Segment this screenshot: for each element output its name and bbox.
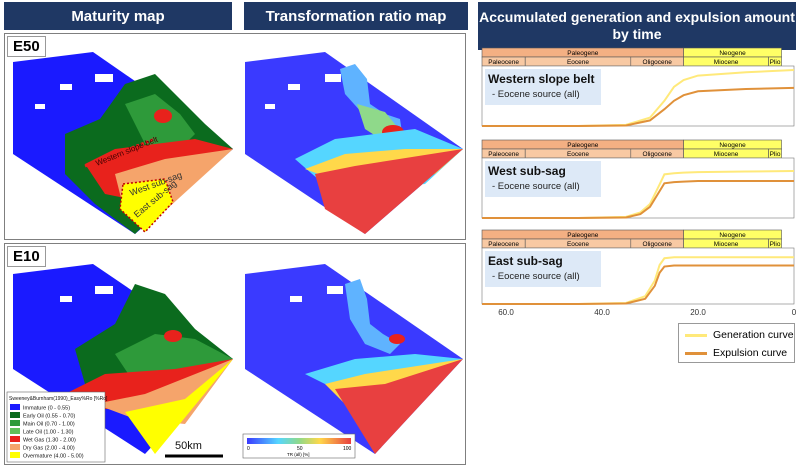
expulsion-curve — [482, 180, 794, 219]
axis-tick-label: 40.0 — [594, 308, 610, 317]
legend-swatch — [10, 428, 20, 434]
epoch-label: Eocene — [567, 151, 589, 158]
era-label: Paleogene — [567, 142, 598, 149]
legend-swatch — [10, 412, 20, 418]
epoch-label: Plio — [770, 151, 781, 158]
chart-title: Western slope belt — [488, 72, 594, 86]
epoch-label: Eocene — [567, 241, 589, 248]
epoch-label: Paleocene — [488, 241, 519, 248]
legend-swatch — [10, 452, 20, 458]
epoch-label: Oligocene — [643, 151, 673, 158]
timeline-chart: Paleogene Neogene Paleocene Eocene Oligocene… — [481, 139, 795, 219]
timeline-chart: Paleogene Neogene Paleocene Eocene Oligocene… — [481, 229, 795, 305]
expulsion-swatch — [685, 351, 707, 355]
chart-subtitle: - Eocene source (all) — [492, 181, 580, 192]
tr-tick-100: 100 — [343, 446, 352, 452]
chart-subtitle: - Eocene source (all) — [492, 89, 580, 100]
transformation-ratio-header: Transformation ratio map — [244, 2, 468, 30]
e10-maturity-map: Sweeney&Burnham(1990)_Easy%Ro [%Ro] Imma… — [6, 264, 233, 463]
maturity-legend: Sweeney&Burnham(1990)_Easy%Ro [%Ro] Imma… — [6, 391, 108, 463]
e50-tr-map — [245, 52, 463, 234]
era-label: Neogene — [719, 50, 746, 57]
legend-item-label: Early Oil (0.55 - 0.70) — [23, 414, 75, 420]
legend-title: Sweeney&Burnham(1990)_Easy%Ro [%Ro] — [9, 396, 108, 402]
epoch-label: Eocene — [567, 59, 589, 66]
epoch-label: Plio — [770, 59, 781, 66]
legend-swatch — [10, 436, 20, 442]
e10-tr-map: 0 50 100 TR (all) [%] — [242, 264, 463, 459]
epoch-label: Miocene — [714, 59, 739, 66]
axis-tick-label: 0 — [792, 308, 797, 317]
chart-title-box — [485, 69, 601, 105]
expulsion-curve — [482, 86, 795, 127]
legend-swatch — [10, 420, 20, 426]
era-label: Neogene — [719, 142, 746, 149]
generation-swatch — [685, 333, 707, 337]
timeline-chart: Paleogene Neogene Paleocene Eocene Oligocene… — [481, 47, 795, 127]
chart-title-box — [485, 161, 601, 197]
e50-panel: West sub-sag East sub-sag Western slope … — [4, 33, 466, 240]
epoch-label: Paleocene — [488, 59, 519, 66]
legend-item-label: Wet Gas (1.30 - 2.00) — [23, 438, 76, 444]
legend-swatch — [10, 444, 20, 450]
epoch-label: Plio — [770, 241, 781, 248]
e10-panel: Sweeney&Burnham(1990)_Easy%Ro [%Ro] Imma… — [4, 243, 466, 465]
epoch-label: Oligocene — [643, 59, 673, 66]
tr-tick-0: 0 — [247, 446, 250, 452]
tr-legend: 0 50 100 TR (all) [%] — [242, 433, 356, 459]
curve-legend: Generation curve Expulsion curve — [678, 323, 795, 363]
legend-item-label: Overmature (4.00 - 5.00) — [23, 454, 84, 460]
chart-subtitle: - Eocene source (all) — [492, 271, 580, 282]
expulsion-legend-label: Expulsion curve — [713, 347, 788, 359]
accumulated-header: Accumulated generation and expulsion amo… — [478, 2, 796, 50]
expulsion-curve — [482, 264, 794, 305]
legend-swatch — [10, 404, 20, 410]
chart-title: East sub-sag — [488, 254, 563, 268]
scale-label: 50km — [175, 440, 202, 452]
maturity-map-header: Maturity map — [4, 2, 232, 30]
e10-label: E10 — [7, 246, 46, 267]
epoch-label: Paleocene — [488, 151, 519, 158]
legend-item-label: Main Oil (0.70 - 1.00) — [23, 422, 75, 428]
axis-tick-label: 60.0 — [498, 308, 514, 317]
era-label: Paleogene — [567, 50, 598, 57]
era-label: Paleogene — [567, 232, 598, 239]
generation-legend-label: Generation curve — [713, 329, 794, 341]
epoch-label: Miocene — [714, 241, 739, 248]
e50-maps: West sub-sag East sub-sag Western slope … — [13, 52, 463, 234]
chart-title-box — [485, 251, 601, 287]
legend-item-label: Dry Gas (2.00 - 4.00) — [23, 446, 75, 452]
epoch-label: Miocene — [714, 151, 739, 158]
chart-title: West sub-sag — [488, 164, 566, 178]
tr-unit: TR (all) [%] — [287, 452, 310, 457]
epoch-label: Oligocene — [643, 241, 673, 248]
e10-maps: Sweeney&Burnham(1990)_Easy%Ro [%Ro] Imma… — [6, 264, 463, 463]
tr-tick-50: 50 — [297, 446, 303, 452]
axis-tick-label: 20.0 — [690, 308, 706, 317]
era-label: Neogene — [719, 232, 746, 239]
legend-item-label: Late Oil (1.00 - 1.30) — [23, 430, 74, 436]
legend-item-label: Immature (0 - 0.55) — [23, 406, 70, 412]
e50-label: E50 — [7, 36, 46, 57]
